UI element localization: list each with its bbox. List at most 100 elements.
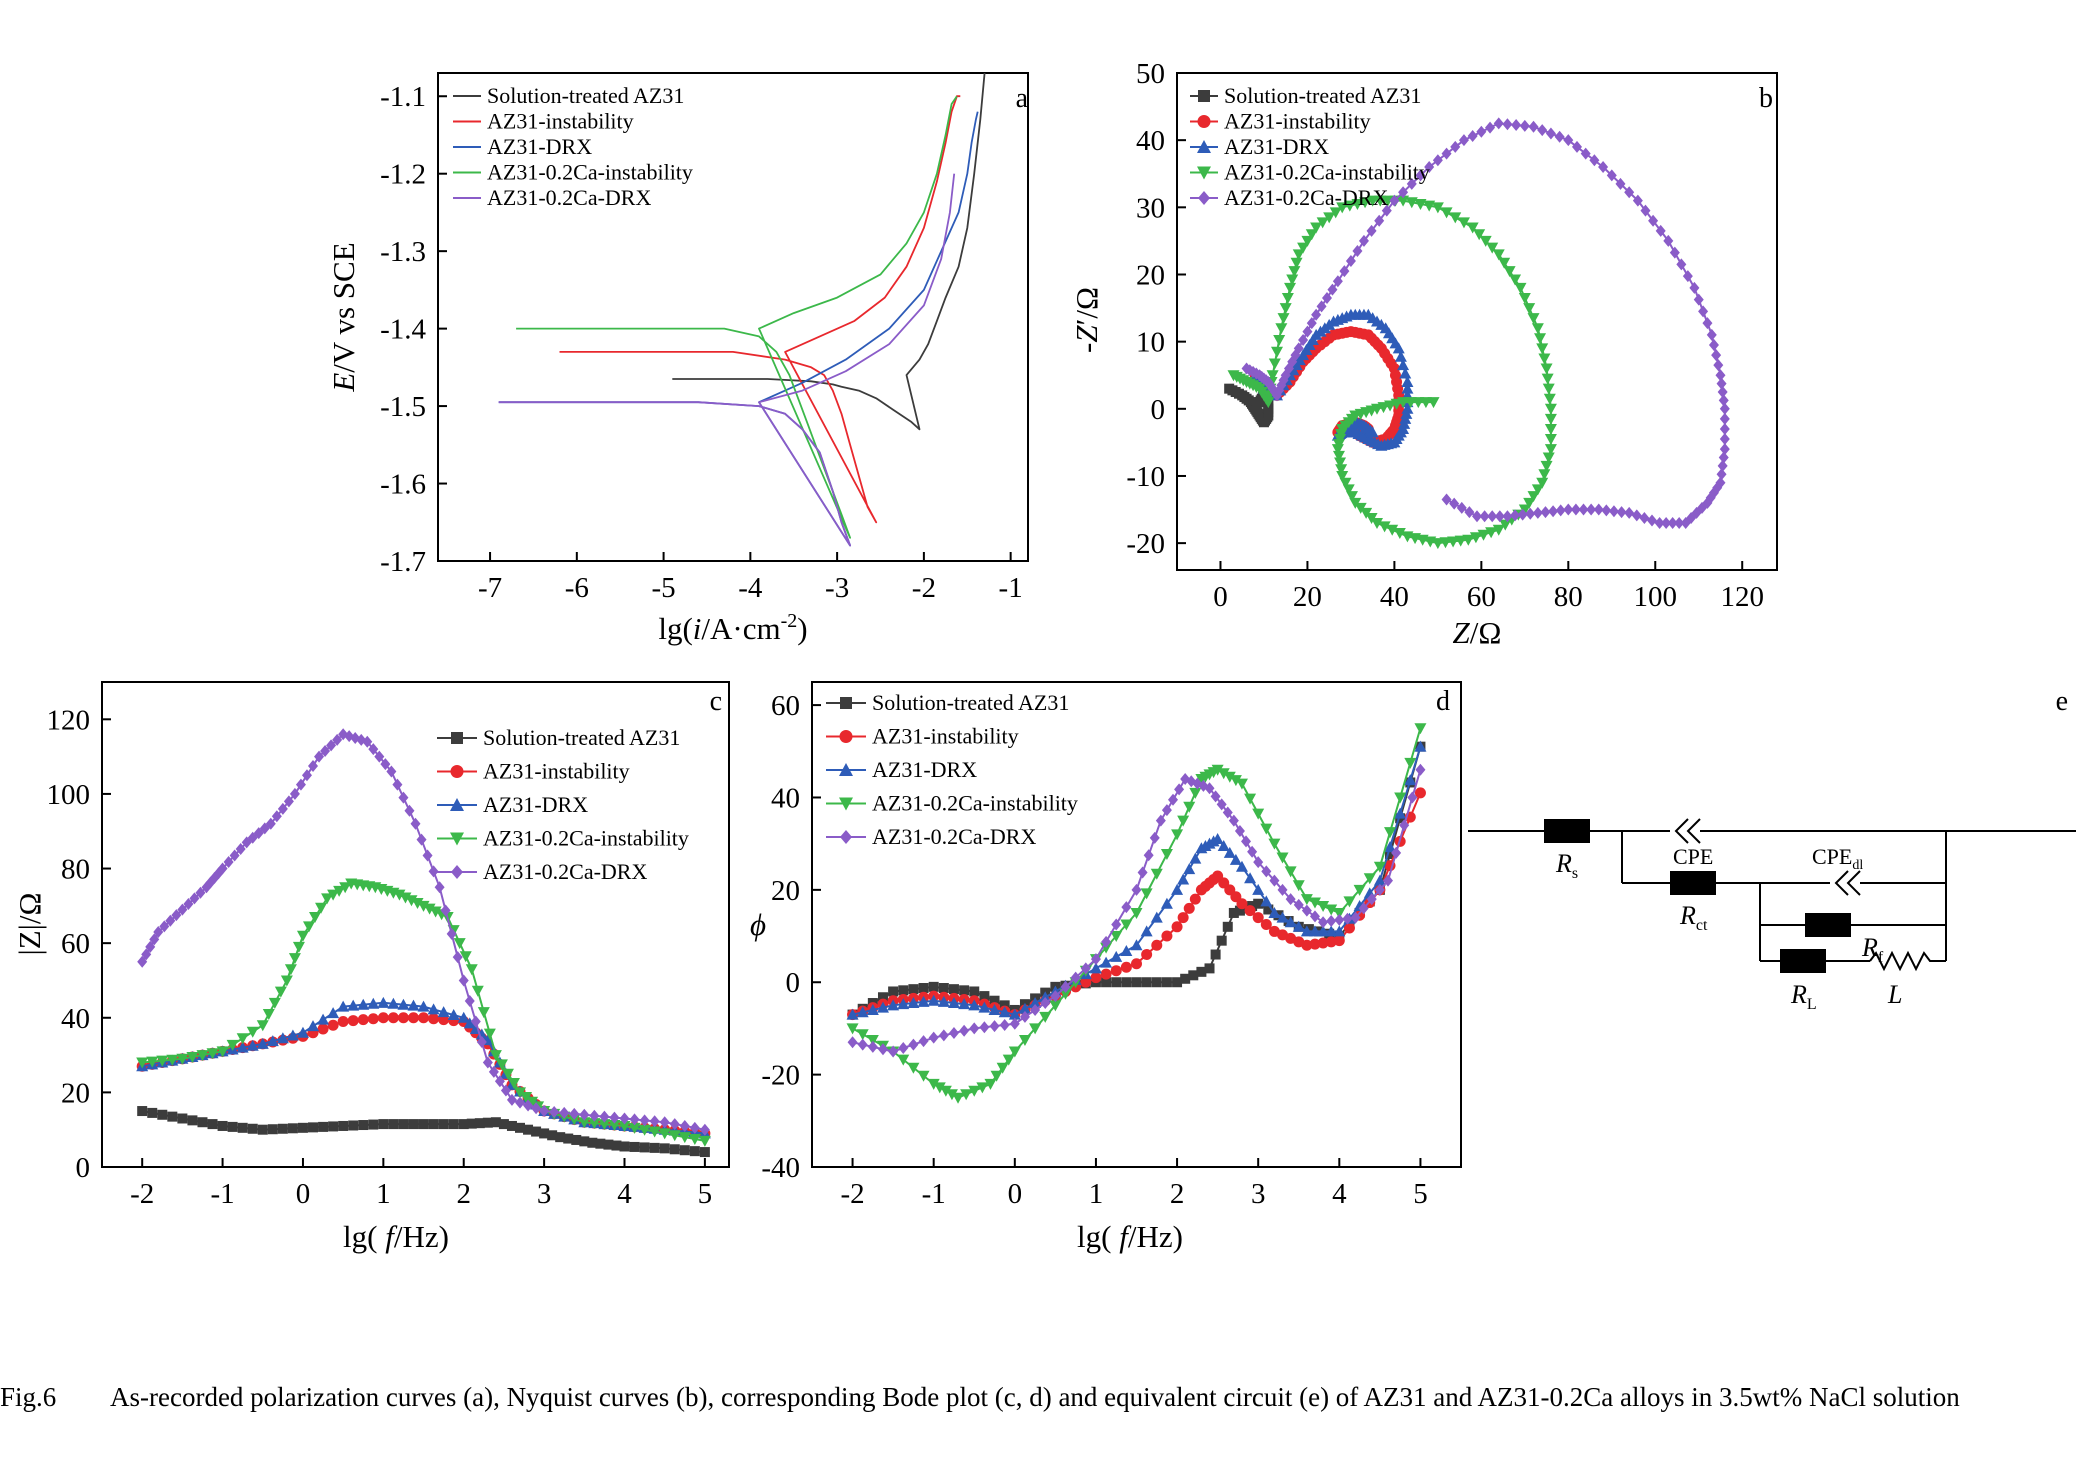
data-point — [898, 1042, 909, 1055]
data-point — [417, 900, 430, 912]
x-tick-label: -1 — [999, 572, 1023, 604]
data-point — [1536, 477, 1549, 489]
data-point — [1359, 197, 1372, 209]
data-point — [569, 1107, 580, 1120]
data-point — [1718, 451, 1729, 464]
legend-label: AZ31-DRX — [872, 757, 977, 782]
data-point — [1716, 468, 1727, 481]
data-point — [559, 1106, 570, 1119]
y-tick-label: -1.1 — [380, 81, 426, 113]
data-point — [475, 1028, 488, 1040]
data-point — [1140, 925, 1153, 937]
data-point — [679, 1119, 690, 1132]
data-point — [1540, 363, 1553, 375]
y-tick-label: 40 — [61, 1003, 90, 1035]
data-point — [1318, 916, 1329, 929]
label-cpe: CPE — [1673, 844, 1713, 869]
data-point — [141, 948, 152, 961]
data-point — [227, 1121, 238, 1132]
data-point — [380, 758, 391, 771]
data-point — [1171, 883, 1184, 895]
data-point — [1277, 313, 1290, 325]
data-point — [408, 1119, 419, 1130]
data-point — [1398, 186, 1409, 199]
data-point — [1503, 266, 1516, 278]
data-point — [1531, 323, 1544, 335]
x-axis-label-d: lg( f/Hz) — [1077, 1219, 1183, 1254]
y-ticks-b: -20 -10 0 10 20 30 40 50 — [1126, 58, 1186, 560]
data-point — [1261, 865, 1272, 878]
data-point — [507, 1078, 520, 1090]
data-point — [1301, 904, 1312, 917]
data-point — [1309, 910, 1320, 923]
series-line-az31-instability — [142, 1016, 705, 1135]
data-point — [1343, 922, 1355, 934]
data-point — [1586, 503, 1597, 516]
data-point — [427, 1003, 440, 1015]
data-point — [928, 1031, 939, 1044]
data-point — [283, 795, 294, 808]
data-point — [539, 1105, 550, 1118]
data-point — [1386, 524, 1399, 536]
data-point — [1713, 359, 1724, 372]
data-point — [1693, 293, 1704, 306]
data-point — [1381, 195, 1394, 207]
data-point — [1333, 925, 1346, 937]
data-point — [1339, 265, 1350, 278]
data-point — [1502, 118, 1513, 131]
y-tick-label: -1.5 — [380, 391, 426, 423]
data-point — [989, 995, 1000, 1006]
data-point — [1554, 130, 1565, 143]
data-point — [1717, 459, 1728, 472]
x-tick-label: 0 — [296, 1178, 311, 1210]
data-point — [1140, 888, 1153, 900]
data-point — [689, 1121, 700, 1134]
data-point — [167, 1111, 178, 1122]
data-point — [1624, 186, 1635, 199]
data-point — [236, 1041, 249, 1053]
data-point — [1343, 896, 1356, 908]
x-tick-label: 0 — [1008, 1178, 1023, 1210]
data-point — [988, 1003, 1001, 1015]
x-tick-label: -4 — [738, 572, 763, 604]
data-point — [547, 1130, 558, 1141]
data-point — [1177, 912, 1189, 924]
data-point — [1080, 962, 1091, 975]
y-tick-label: -1.7 — [380, 546, 426, 578]
data-point — [1332, 275, 1343, 288]
data-point — [1717, 386, 1728, 399]
data-point — [1563, 134, 1574, 147]
data-point — [658, 1128, 671, 1140]
data-point — [398, 791, 409, 804]
data-point — [897, 1054, 910, 1066]
data-point — [1527, 491, 1540, 503]
data-point — [1473, 229, 1486, 241]
data-point — [1502, 510, 1513, 523]
data-point — [295, 778, 306, 791]
data-point — [463, 1017, 476, 1029]
data-point — [1111, 918, 1122, 931]
y-tick-label: 60 — [771, 690, 800, 722]
data-point — [1305, 229, 1318, 241]
data-point — [1598, 161, 1609, 174]
series-az31-0-2ca-instability — [846, 723, 1427, 1104]
data-point — [1241, 835, 1252, 848]
data-point — [918, 1035, 929, 1048]
data-point — [927, 994, 940, 1006]
data-point — [1040, 997, 1051, 1010]
data-point — [147, 1107, 158, 1118]
data-point — [1414, 198, 1427, 210]
data-point — [1394, 792, 1407, 804]
x-axis-label-b: Z/Ω — [1453, 615, 1502, 650]
data-point — [938, 983, 949, 994]
y-tick-label: 80 — [61, 854, 90, 886]
data-point — [1325, 925, 1338, 937]
series-az31-0-2ca-drx — [498, 173, 956, 547]
data-point — [1080, 976, 1092, 988]
data-point — [217, 1120, 228, 1131]
x-tick-label: -6 — [565, 572, 589, 604]
data-point — [1234, 824, 1245, 837]
data-point — [1120, 945, 1133, 957]
data-point — [1374, 883, 1385, 896]
